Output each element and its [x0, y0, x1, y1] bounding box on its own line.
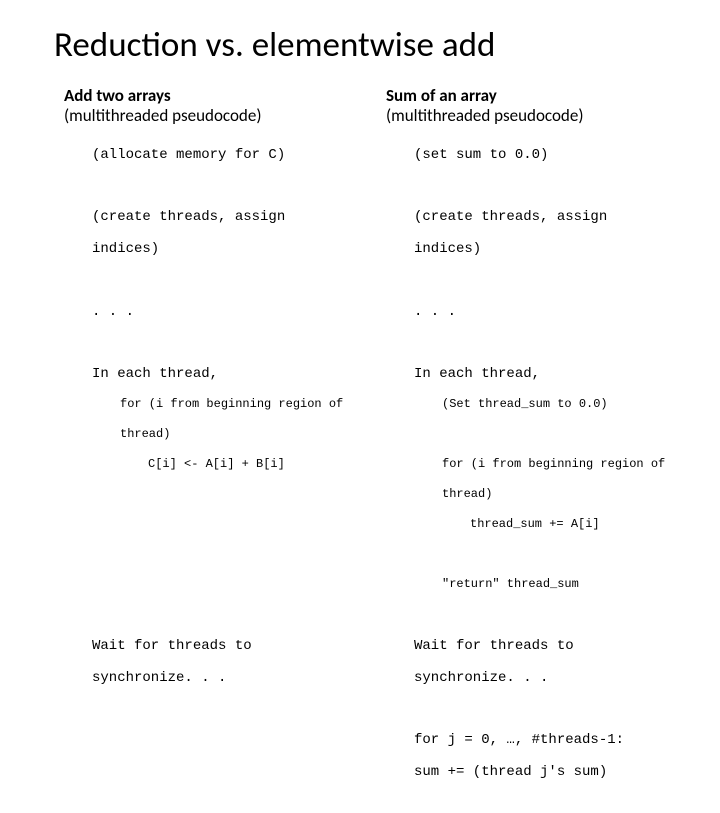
- code-line: In each thread,: [64, 366, 350, 382]
- code-line: thread_sum += A[i]: [386, 518, 672, 532]
- blank-line: [64, 488, 350, 502]
- left-subheading: (multithreaded pseudocode): [64, 106, 350, 126]
- blank-line: [386, 336, 672, 350]
- blank-line: [386, 548, 672, 562]
- blank-line: [64, 336, 350, 350]
- code-line: (create threads, assign: [64, 209, 350, 225]
- code-line: "return" thread_sum: [386, 578, 672, 592]
- blank-line: [386, 608, 672, 622]
- code-line: sum += (thread j's sum): [386, 764, 672, 780]
- blank-line: [64, 608, 350, 622]
- right-heading: Sum of an array: [386, 86, 672, 106]
- code-line: synchronize. . .: [386, 670, 672, 686]
- code-line: for (i from beginning region of: [64, 398, 350, 412]
- code-line: for j = 0, …, #threads-1:: [386, 732, 672, 748]
- blank-line: [64, 578, 350, 592]
- blank-line: [64, 548, 350, 562]
- code-line: for (i from beginning region of: [386, 458, 672, 472]
- code-line: (allocate memory for C): [64, 147, 350, 163]
- blank-line: [386, 179, 672, 193]
- code-line: . . .: [386, 304, 672, 320]
- code-line: (create threads, assign: [386, 209, 672, 225]
- right-column: Sum of an array (multithreaded pseudocod…: [386, 86, 672, 813]
- left-column: Add two arrays (multithreaded pseudocode…: [64, 86, 350, 813]
- right-code-block: (set sum to 0.0) (create threads, assign…: [386, 131, 672, 813]
- blank-line: [64, 518, 350, 532]
- left-heading: Add two arrays: [64, 86, 350, 106]
- page-title: Reduction vs. elementwise add: [54, 24, 672, 66]
- left-code-block: (allocate memory for C) (create threads,…: [64, 131, 350, 719]
- code-line: synchronize. . .: [64, 670, 350, 686]
- code-line: Wait for threads to: [386, 638, 672, 654]
- blank-line: [64, 179, 350, 193]
- blank-line: [386, 428, 672, 442]
- code-line: In each thread,: [386, 366, 672, 382]
- blank-line: [386, 274, 672, 288]
- code-line: thread): [64, 428, 350, 442]
- right-subheading: (multithreaded pseudocode): [386, 106, 672, 126]
- code-line: C[i] <- A[i] + B[i]: [64, 458, 350, 472]
- code-line: Wait for threads to: [64, 638, 350, 654]
- code-line: (set sum to 0.0): [386, 147, 672, 163]
- blank-line: [386, 702, 672, 716]
- two-column-layout: Add two arrays (multithreaded pseudocode…: [64, 86, 672, 813]
- blank-line: [64, 274, 350, 288]
- code-line: (Set thread_sum to 0.0): [386, 398, 672, 412]
- code-line: indices): [386, 241, 672, 257]
- code-line: thread): [386, 488, 672, 502]
- code-line: . . .: [64, 304, 350, 320]
- code-line: indices): [64, 241, 350, 257]
- slide-container: Reduction vs. elementwise add Add two ar…: [0, 0, 720, 540]
